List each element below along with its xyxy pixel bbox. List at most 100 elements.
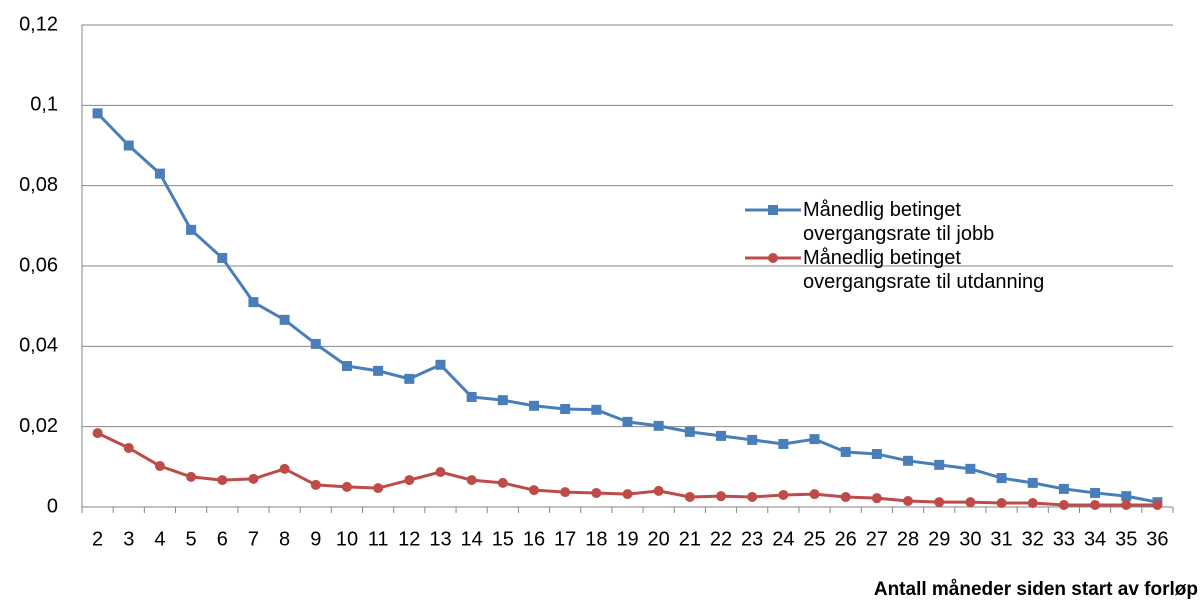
marker — [622, 416, 633, 427]
marker — [747, 434, 758, 445]
x-tick-label: 4 — [154, 528, 165, 550]
marker — [653, 485, 664, 496]
marker — [497, 477, 508, 488]
line — [96, 112, 1158, 504]
marker — [310, 338, 321, 349]
marker — [186, 471, 197, 482]
marker — [903, 455, 914, 466]
marker — [591, 487, 602, 498]
marker — [310, 479, 321, 490]
y-tick-label: 0 — [47, 495, 58, 517]
marker — [1058, 483, 1069, 494]
marker — [373, 365, 384, 376]
x-tick-label: 24 — [772, 528, 794, 550]
x-tick-label: 16 — [523, 528, 545, 550]
x-tick-label: 9 — [310, 528, 321, 550]
marker — [622, 489, 633, 500]
x-tick-label: 22 — [710, 528, 732, 550]
legend-icon — [745, 205, 801, 215]
marker — [871, 493, 882, 504]
x-tick-label: 28 — [897, 528, 919, 550]
marker — [965, 497, 976, 508]
x-tick-label: 3 — [123, 528, 134, 550]
marker — [373, 483, 384, 494]
marker — [716, 430, 727, 441]
marker — [217, 252, 228, 263]
legend-item: Månedlig betinget overgangsrate til jobb — [745, 198, 1085, 246]
marker — [903, 495, 914, 506]
marker — [809, 434, 820, 445]
marker — [747, 491, 758, 502]
y-tick-label: 0,1 — [30, 94, 58, 116]
legend-icon — [745, 253, 801, 263]
y-tick-label: 0,04 — [19, 335, 58, 357]
marker — [528, 485, 539, 496]
marker — [934, 497, 945, 508]
marker — [840, 446, 851, 457]
x-tick-label: 32 — [1022, 528, 1044, 550]
x-tick-label: 17 — [554, 528, 576, 550]
marker — [778, 438, 789, 449]
marker — [560, 403, 571, 414]
marker — [92, 108, 103, 119]
legend: Månedlig betinget overgangsrate til jobb… — [745, 198, 1085, 294]
marker — [1090, 487, 1101, 498]
marker — [1027, 497, 1038, 508]
marker — [1121, 499, 1132, 510]
x-tick-label: 30 — [959, 528, 981, 550]
x-tick-label: 35 — [1115, 528, 1137, 550]
x-tick-label: 29 — [928, 528, 950, 550]
x-tick-label: 20 — [648, 528, 670, 550]
marker — [466, 475, 477, 486]
marker — [778, 489, 789, 500]
x-tick-label: 25 — [803, 528, 825, 550]
x-tick-label: 21 — [679, 528, 701, 550]
marker — [716, 491, 727, 502]
x-tick-label: 14 — [461, 528, 483, 550]
x-tick-label: 6 — [217, 528, 228, 550]
marker — [1058, 499, 1069, 510]
marker — [996, 473, 1007, 484]
marker — [934, 459, 945, 470]
x-tick-label: 26 — [835, 528, 857, 550]
marker — [1090, 499, 1101, 510]
y-tick-label: 0,02 — [19, 415, 58, 437]
x-tick-label: 13 — [429, 528, 451, 550]
marker — [435, 359, 446, 370]
marker — [871, 448, 882, 459]
y-tick-label: 0,08 — [19, 174, 58, 196]
legend-item: Månedlig betinget overgangsrate til utda… — [745, 246, 1085, 294]
marker — [92, 428, 103, 439]
marker — [248, 473, 259, 484]
x-tick-label: 2 — [92, 528, 103, 550]
marker — [840, 491, 851, 502]
marker — [996, 497, 1007, 508]
marker — [560, 487, 571, 498]
x-tick-label: 36 — [1146, 528, 1168, 550]
marker — [653, 420, 664, 431]
x-tick-label: 5 — [186, 528, 197, 550]
marker — [1027, 477, 1038, 488]
marker — [341, 481, 352, 492]
marker — [404, 373, 415, 384]
x-axis-title: Antall måneder siden start av forløp — [874, 579, 1198, 600]
marker — [684, 491, 695, 502]
y-tick-label: 0,12 — [19, 13, 58, 35]
marker — [279, 314, 290, 325]
marker — [1152, 499, 1163, 510]
marker — [186, 224, 197, 235]
marker — [123, 140, 134, 151]
legend-label: Månedlig betinget overgangsrate til utda… — [803, 247, 1045, 293]
y-tick-label: 0,06 — [19, 254, 58, 276]
x-tick-label: 8 — [279, 528, 290, 550]
marker — [1121, 491, 1132, 502]
marker — [154, 461, 165, 472]
marker — [154, 168, 165, 179]
marker — [591, 404, 602, 415]
marker — [404, 475, 415, 486]
x-tick-label: 23 — [741, 528, 763, 550]
marker — [684, 426, 695, 437]
x-tick-label: 18 — [585, 528, 607, 550]
marker — [435, 467, 446, 478]
